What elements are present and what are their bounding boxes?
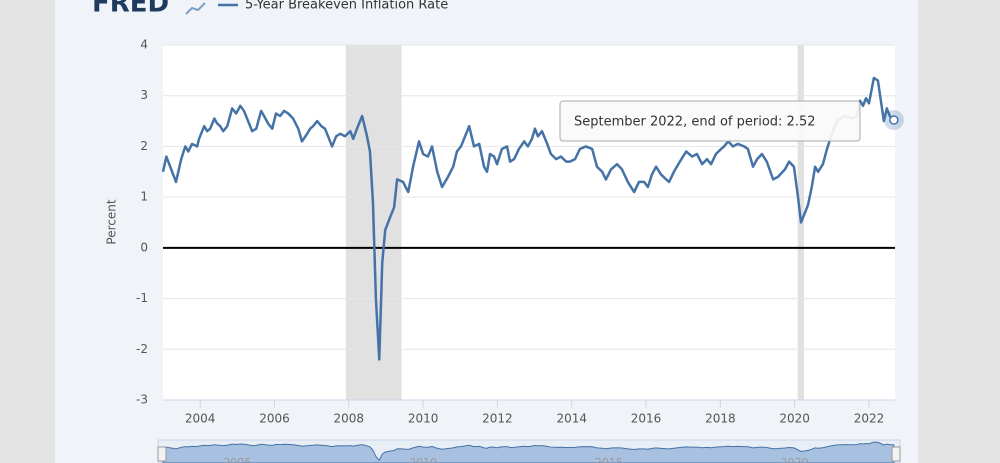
x-tick-label: 2022 (854, 412, 885, 426)
x-tick-label: 2016 (631, 412, 662, 426)
navigator-tick-label: 2005 (223, 456, 251, 463)
y-tick-label: 2 (140, 139, 148, 153)
y-tick-label: -3 (136, 393, 148, 407)
x-tick-label: 2012 (482, 412, 513, 426)
logo: FRED (92, 0, 169, 19)
x-tick-label: 2020 (779, 412, 810, 426)
x-tick-label: 2010 (408, 412, 439, 426)
tooltip-text: September 2022, end of period: 2.52 (574, 115, 816, 130)
y-axis-label: Percent (105, 199, 119, 244)
y-tick-label: 4 (140, 38, 148, 52)
navigator-handle (891, 446, 901, 462)
plot-area (163, 45, 895, 400)
y-tick-label: 3 (140, 88, 148, 102)
x-tick-label: 2006 (259, 412, 290, 426)
x-tick-label: 2008 (334, 412, 365, 426)
navigator-handle (157, 446, 167, 462)
x-tick-label: 2004 (185, 412, 216, 426)
logo-icon (185, 2, 206, 15)
data-line (161, 76, 895, 361)
legend-label: 5-Year Breakeven Inflation Rate (245, 0, 448, 13)
y-tick-label: -1 (136, 291, 148, 305)
navigator-tick-label: 2020 (781, 456, 809, 463)
y-tick-label: -2 (136, 342, 148, 356)
hover-point (889, 115, 899, 125)
y-tick-label: 1 (140, 190, 148, 204)
navigator-tick-label: 2015 (595, 456, 623, 463)
navigator-area (162, 441, 895, 463)
x-tick-label: 2018 (705, 412, 736, 426)
tooltip-box (559, 100, 861, 142)
x-tick-label: 2014 (556, 412, 587, 426)
y-tick-label: 0 (140, 240, 148, 254)
navigator-tick-label: 2010 (409, 456, 437, 463)
